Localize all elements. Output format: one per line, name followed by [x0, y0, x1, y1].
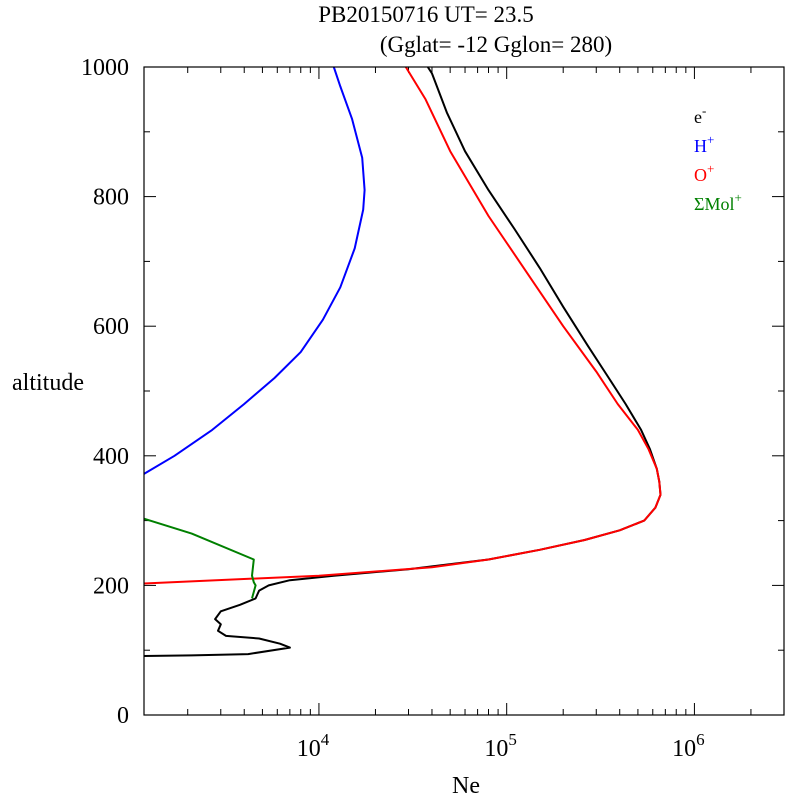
legend-entry: e-	[694, 103, 706, 127]
legend: e- H+ O+ ΣMol+	[694, 103, 742, 214]
series-line-o	[143, 66, 662, 585]
legend-entry: O+	[694, 161, 714, 185]
y-tick-label: 200	[93, 573, 129, 599]
plot-frame	[143, 66, 785, 716]
legend-entry: H+	[694, 132, 714, 156]
x-tick-label: 106	[672, 730, 705, 762]
y-tick-label: 800	[93, 185, 129, 211]
chart-title: PB20150716 UT= 23.5	[318, 2, 534, 27]
series-lines	[143, 66, 662, 657]
series-line-h	[143, 66, 366, 475]
series-line-mol	[143, 517, 257, 599]
legend-entry: ΣMol+	[694, 190, 742, 214]
x-tick-label: 104	[297, 730, 330, 762]
x-tick-label: 105	[484, 730, 517, 762]
y-tick-label: 0	[117, 703, 129, 729]
x-axis-label: Ne	[452, 773, 480, 796]
y-tick-label: 600	[93, 314, 129, 340]
y-tick-label: 400	[93, 444, 129, 470]
chart-subtitle: (Gglat= -12 Gglon= 280)	[380, 32, 612, 57]
y-axis-label: altitude	[12, 370, 84, 396]
tick-labels: 0 200 400 600 800 1000 104 105 106	[81, 55, 705, 762]
y-tick-label: 1000	[81, 55, 129, 81]
axis-ticks	[144, 66, 785, 716]
series-line-e	[143, 66, 662, 657]
